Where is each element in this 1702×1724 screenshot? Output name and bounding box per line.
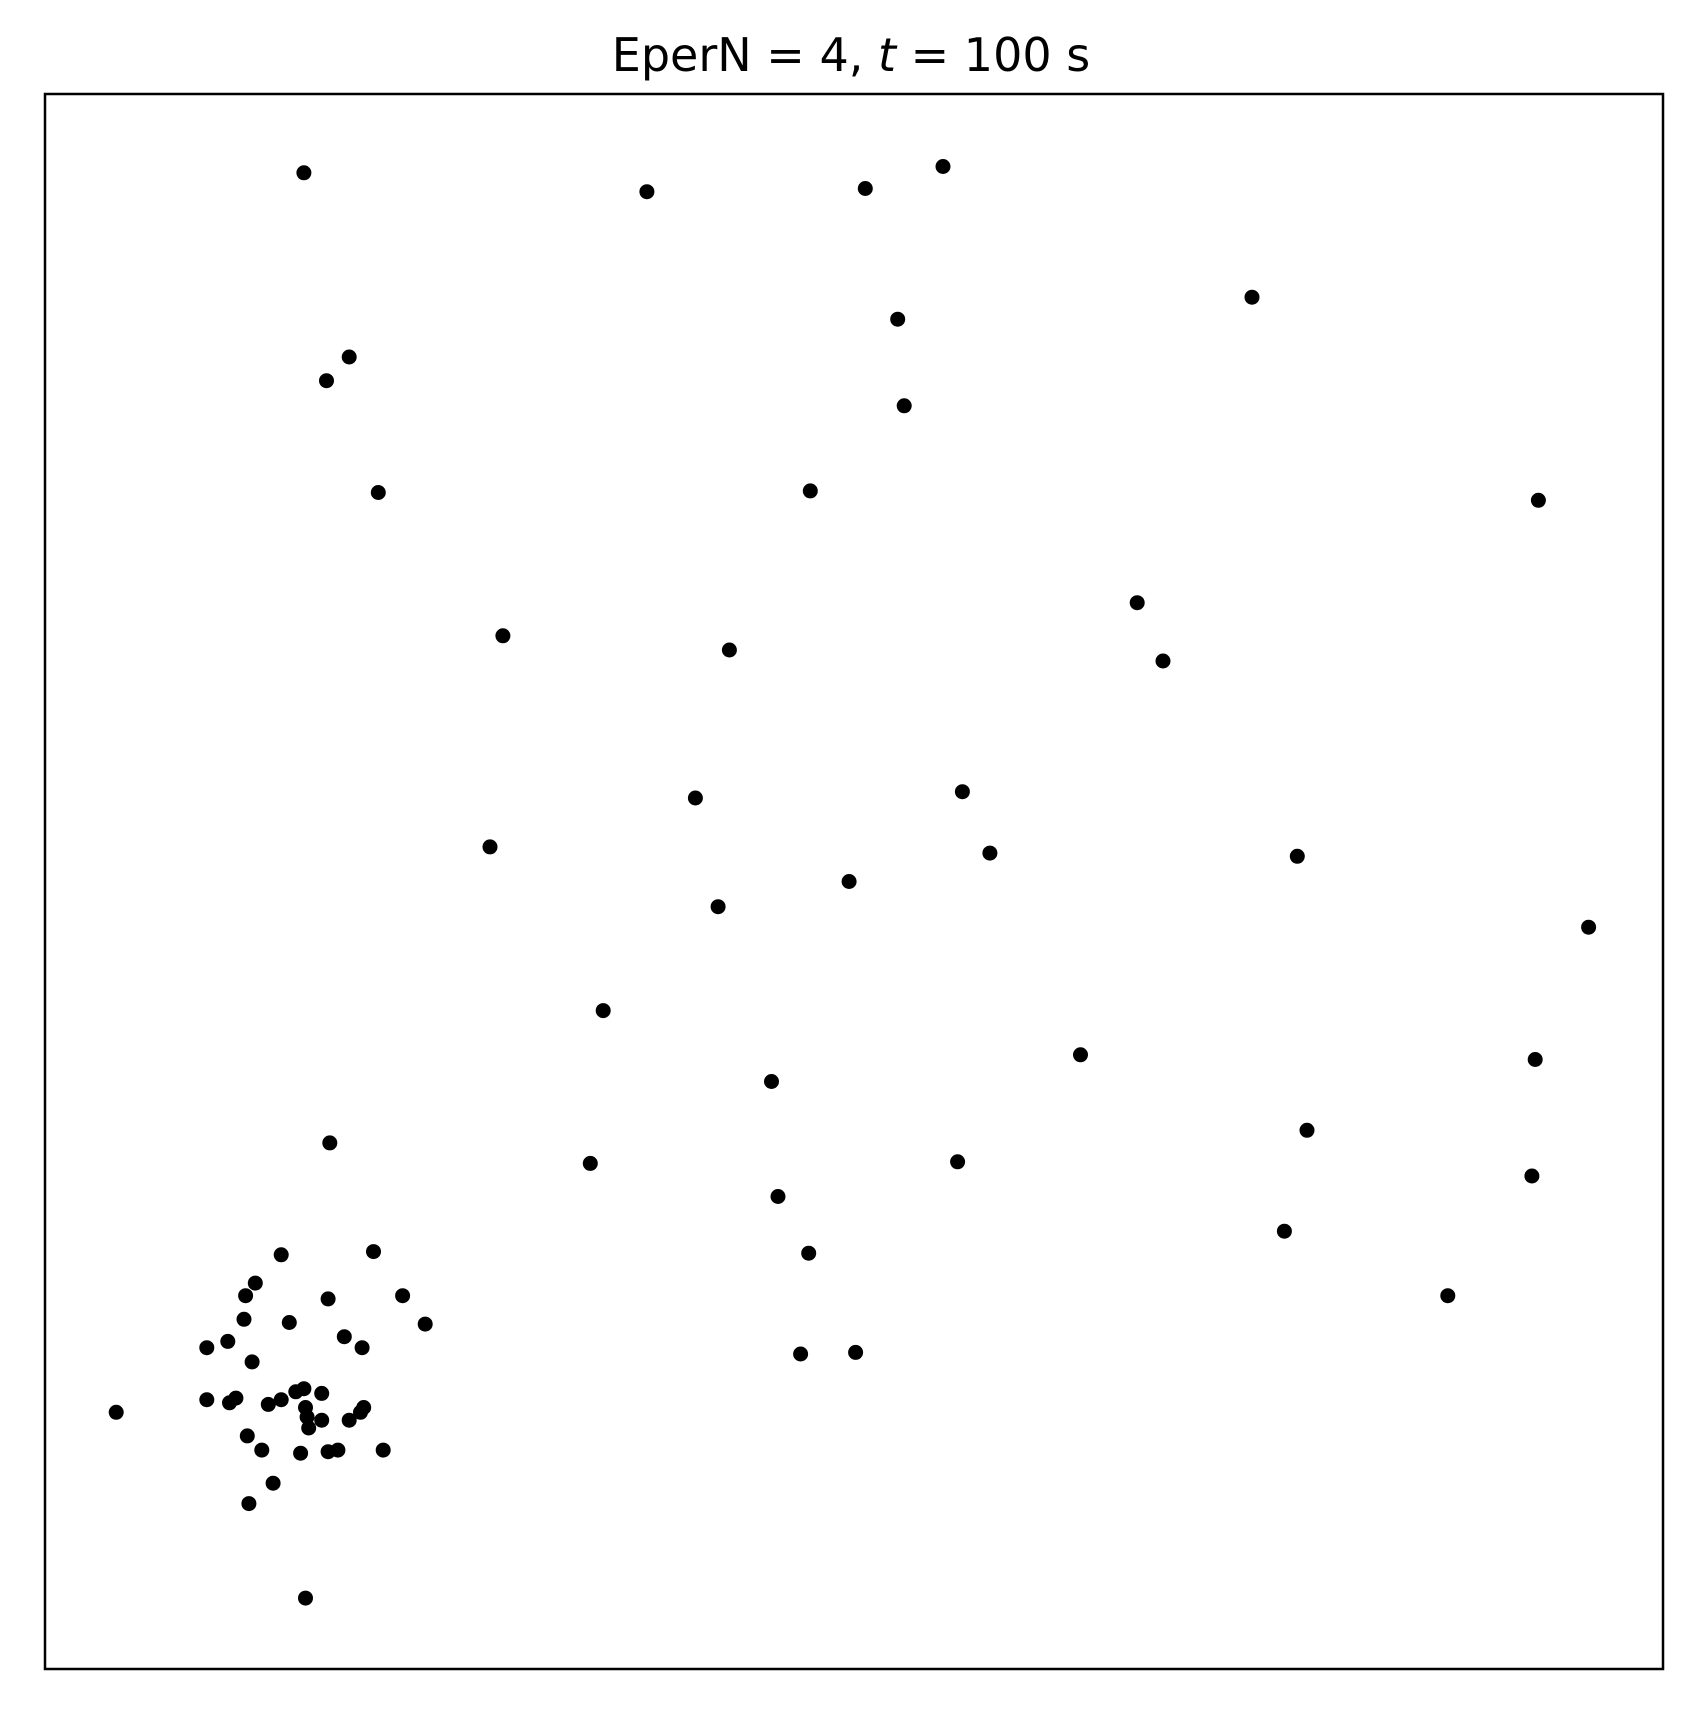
scatter-point-50 xyxy=(281,1315,297,1330)
scatter-point-43 xyxy=(247,1275,263,1291)
scatter-point-63 xyxy=(299,1409,315,1425)
scatter-point-66 xyxy=(341,1412,357,1428)
scatter-point-45 xyxy=(236,1311,252,1327)
scatter-point-74 xyxy=(375,1442,391,1458)
scatter-point-71 xyxy=(293,1445,309,1461)
scatter-point-47 xyxy=(320,1291,336,1307)
scatter-point-4 xyxy=(1244,289,1260,305)
scatter-point-11 xyxy=(1530,492,1546,508)
scatter-point-57 xyxy=(260,1396,276,1412)
scatter-point-18 xyxy=(482,839,498,855)
scatter-point-8 xyxy=(896,398,912,414)
scatter-point-7 xyxy=(341,349,357,365)
scatter-point-23 xyxy=(1581,919,1597,935)
scatter-point-15 xyxy=(1155,653,1171,669)
scatter-point-1 xyxy=(639,184,655,200)
scatter-point-20 xyxy=(841,874,857,889)
plot-frame xyxy=(43,92,1665,1671)
chart-title: EperN = 4, t = 100 s xyxy=(0,20,1702,90)
chart-title-suffix: = 100 s xyxy=(896,28,1091,82)
scatter-point-33 xyxy=(1524,1168,1540,1184)
scatter-point-12 xyxy=(495,628,511,644)
scatter-point-69 xyxy=(239,1428,255,1444)
scatter-point-14 xyxy=(1129,595,1145,611)
scatter-point-41 xyxy=(199,1340,215,1356)
scatter-point-77 xyxy=(298,1590,313,1606)
scatter-point-3 xyxy=(935,159,951,174)
scatter-point-19 xyxy=(982,845,998,861)
scatter-point-28 xyxy=(322,1135,338,1151)
scatter-point-39 xyxy=(848,1344,864,1360)
scatter-point-21 xyxy=(710,899,726,915)
scatter-point-24 xyxy=(595,1003,611,1019)
scatter-point-65 xyxy=(314,1412,330,1428)
scatter-point-17 xyxy=(954,784,970,800)
scatter-point-6 xyxy=(319,373,334,389)
chart-title-prefix: EperN = 4, xyxy=(611,28,878,82)
scatter-point-44 xyxy=(238,1288,254,1304)
scatter-point-75 xyxy=(265,1475,281,1491)
scatter-point-31 xyxy=(770,1189,786,1204)
scatter-point-30 xyxy=(1299,1122,1315,1138)
chart-title-variable: t xyxy=(877,28,897,82)
scatter-point-68 xyxy=(356,1400,372,1415)
scatter-point-51 xyxy=(336,1329,352,1345)
scatter-point-48 xyxy=(417,1316,433,1332)
scatter-point-58 xyxy=(273,1392,289,1408)
scatter-point-27 xyxy=(1527,1052,1543,1067)
scatter-point-32 xyxy=(950,1154,966,1170)
scatter-point-61 xyxy=(314,1385,330,1401)
scatter-point-37 xyxy=(1440,1288,1456,1304)
scatter-point-52 xyxy=(354,1340,370,1356)
scatter-point-73 xyxy=(330,1442,346,1458)
scatter-point-13 xyxy=(721,642,737,658)
scatter-point-38 xyxy=(793,1346,809,1362)
scatter-point-53 xyxy=(244,1354,260,1370)
scatter-point-9 xyxy=(370,485,386,500)
scatter-point-40 xyxy=(108,1404,124,1420)
scatter-point-25 xyxy=(764,1074,779,1089)
scatter-point-16 xyxy=(687,790,703,806)
scatter-point-29 xyxy=(582,1155,598,1171)
scatter-point-36 xyxy=(1276,1223,1292,1239)
scatter-point-56 xyxy=(228,1390,244,1406)
scatter-point-54 xyxy=(199,1392,215,1408)
scatter-point-34 xyxy=(366,1244,381,1260)
scatter-point-60 xyxy=(296,1381,312,1397)
scatter-point-5 xyxy=(890,311,906,327)
scatter-point-49 xyxy=(220,1333,236,1349)
scatter-point-64 xyxy=(301,1420,317,1436)
scatter-point-46 xyxy=(395,1288,411,1304)
scatter-point-2 xyxy=(857,181,873,196)
points-layer xyxy=(108,159,1597,1606)
scatter-point-42 xyxy=(273,1247,289,1263)
scatter-point-22 xyxy=(1289,848,1305,864)
scatter-point-76 xyxy=(241,1496,257,1512)
scatter-point-10 xyxy=(802,483,818,499)
scatter-point-70 xyxy=(254,1442,270,1458)
scatter-point-26 xyxy=(1073,1047,1088,1063)
scatter-point-35 xyxy=(801,1245,817,1261)
scatter-point-0 xyxy=(296,165,312,181)
